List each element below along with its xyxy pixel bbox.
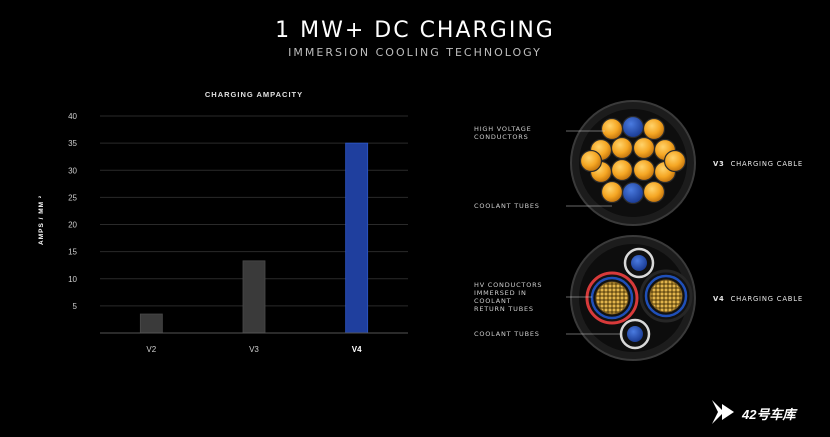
v4-coolant-tube-top-core xyxy=(631,255,647,271)
x-category-label: V2 xyxy=(146,345,156,354)
v3-hv-conductor xyxy=(663,149,687,173)
x-category-label: V3 xyxy=(249,345,259,354)
v4-hv-conductor-left xyxy=(595,281,629,315)
v3-hv-conductor xyxy=(632,158,656,182)
page-subtitle: IMMERSION COOLING TECHNOLOGY xyxy=(288,46,542,59)
y-axis-ticks: 5 10 15 20 25 30 35 40 xyxy=(68,112,77,311)
y-tick-label: 30 xyxy=(68,166,77,175)
y-axis-label: AMPS / MM ² xyxy=(38,195,45,245)
x-category-label: V4 xyxy=(352,345,362,354)
v3-cable-diagram xyxy=(566,100,696,226)
y-tick-label: 25 xyxy=(68,193,77,202)
v3-hv-conductor xyxy=(600,117,624,141)
v4-hv-label-line1: HV CONDUCTORS xyxy=(474,281,542,289)
v3-hv-conductor xyxy=(610,158,634,182)
v4-hv-label-line3: COOLANT xyxy=(474,297,511,305)
v4-return-tube-right-ring xyxy=(644,274,688,318)
play-logo-icon xyxy=(712,400,734,424)
y-tick-label: 15 xyxy=(68,248,77,257)
page-title: 1 MW+ DC CHARGING xyxy=(275,18,555,43)
v3-hv-conductor xyxy=(632,136,656,160)
v3-cable-suffix: CHARGING CABLE xyxy=(731,160,803,168)
v4-cable-name: V4 CHARGING CABLE xyxy=(713,295,803,303)
v3-hv-conductor xyxy=(642,180,666,204)
v3-coolant-tube xyxy=(621,115,645,139)
x-axis-categories: V2 V3 V4 xyxy=(146,345,362,354)
v4-hv-conductor-right xyxy=(649,279,683,313)
v4-coolant-label: COOLANT TUBES xyxy=(474,330,540,338)
v3-hv-conductor xyxy=(579,149,603,173)
v3-hv-conductor xyxy=(642,117,666,141)
v4-cable-suffix: CHARGING CABLE xyxy=(731,295,803,303)
v3-hv-label-line1: HIGH VOLTAGE xyxy=(474,125,532,133)
bar-v4 xyxy=(345,142,369,334)
v3-cable-name: V3 CHARGING CABLE xyxy=(713,160,803,168)
v3-hv-conductor xyxy=(610,136,634,160)
v3-hv-label-line2: CONDUCTORS xyxy=(474,133,529,141)
v4-hv-label-line2: IMMERSED IN xyxy=(474,289,527,297)
chart-title: CHARGING AMPACITY xyxy=(205,90,303,99)
y-tick-label: 35 xyxy=(68,139,77,148)
bar-v2 xyxy=(139,313,163,334)
y-tick-label: 20 xyxy=(68,221,77,230)
v3-hv-conductor xyxy=(600,180,624,204)
y-tick-label: 5 xyxy=(73,302,78,311)
v3-conductor-bundle xyxy=(579,115,687,205)
v3-cable-prefix: V3 xyxy=(713,160,725,168)
v4-hv-label-line4: RETURN TUBES xyxy=(474,305,534,313)
bar-v3 xyxy=(242,260,266,334)
v4-return-tube-left-ring xyxy=(590,276,634,320)
y-tick-label: 10 xyxy=(68,275,77,284)
bars xyxy=(139,142,369,334)
v4-cable-diagram xyxy=(566,235,696,361)
v3-coolant-label: COOLANT TUBES xyxy=(474,202,540,210)
watermark: 42号车库 xyxy=(712,398,795,428)
v4-cable-prefix: V4 xyxy=(713,295,725,303)
v3-coolant-tube xyxy=(621,181,645,205)
watermark-text: 42号车库 xyxy=(742,406,796,422)
y-tick-label: 40 xyxy=(68,112,77,121)
v4-coolant-tube-bottom-core xyxy=(627,326,643,342)
